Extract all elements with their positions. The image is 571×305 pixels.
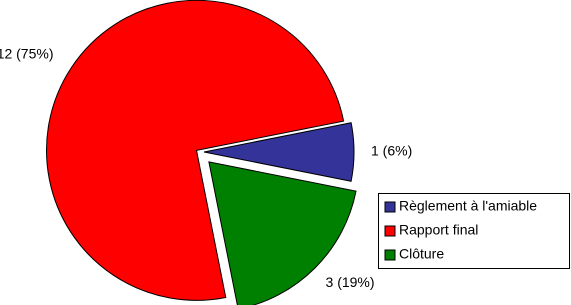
pie-slice xyxy=(203,122,355,182)
legend-swatch xyxy=(384,201,396,213)
legend-swatch xyxy=(384,225,396,237)
data-label: 1 (6%) xyxy=(371,143,412,159)
data-label: 3 (19%) xyxy=(326,274,375,290)
pie-slice xyxy=(46,0,345,301)
data-label: 12 (75%) xyxy=(0,45,53,61)
legend-box xyxy=(378,193,570,269)
legend-label: Clôture xyxy=(399,246,444,262)
legend-swatch xyxy=(384,249,396,261)
legend-label: Règlement à l'amiable xyxy=(399,198,537,214)
legend-label: Rapport final xyxy=(399,222,478,238)
